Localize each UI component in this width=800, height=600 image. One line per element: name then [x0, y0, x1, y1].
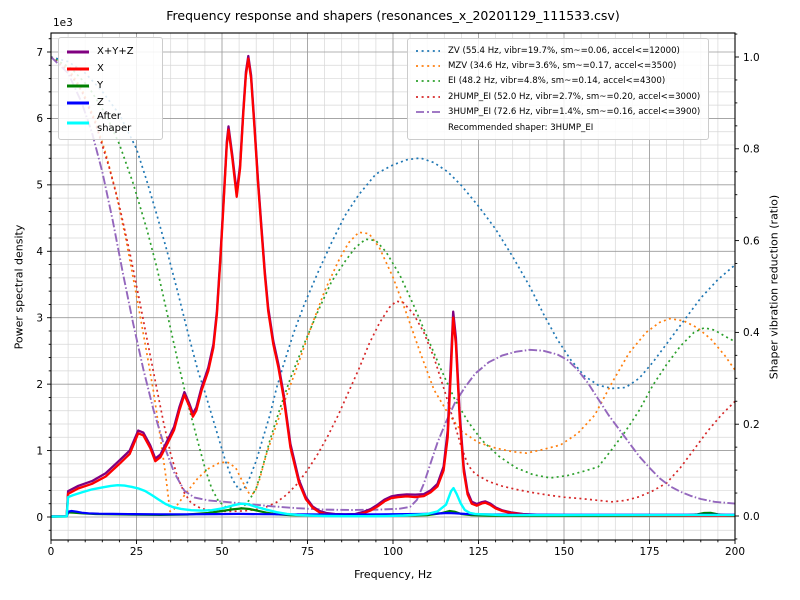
legend-label: MZV (34.6 Hz, vibr=3.6%, sm~=0.17, accel… — [448, 61, 677, 72]
legend-label: After shaper — [97, 111, 132, 134]
legend-item-z: Z — [66, 94, 153, 111]
series-zv — [51, 56, 735, 491]
legend-item-x: X — [66, 60, 153, 77]
x-tick-label: 175 — [639, 546, 659, 558]
series-after-shaper — [51, 484, 735, 518]
x-tick-label: 25 — [130, 546, 143, 558]
legend-label: Z — [97, 96, 104, 108]
y-left-tick-label: 1 — [36, 445, 43, 457]
legend-line-sample — [415, 46, 441, 56]
x-axis-label: Frequency, Hz — [354, 568, 432, 581]
y-left-tick-label: 2 — [36, 379, 43, 391]
series-3hump-ei — [51, 56, 735, 511]
x-tick-label: 75 — [301, 546, 314, 558]
y-left-tick-label: 7 — [36, 47, 43, 59]
series-2hump-ei — [51, 56, 735, 513]
x-tick-label: 125 — [468, 546, 488, 558]
legend-line-sample — [66, 118, 90, 128]
y-left-tick-label: 3 — [36, 313, 43, 325]
legend-item-2hump_ei: 2HUMP_EI (52.0 Hz, vibr=2.7%, sm~=0.20, … — [415, 89, 700, 104]
legend-label: ZV (55.4 Hz, vibr=19.7%, sm~=0.06, accel… — [448, 45, 680, 56]
legend-label: X — [97, 62, 104, 74]
legend-line-sample — [66, 98, 90, 108]
legend-label: 2HUMP_EI (52.0 Hz, vibr=2.7%, sm~=0.20, … — [448, 91, 701, 102]
legend-item-ei: EI (48.2 Hz, vibr=4.8%, sm~=0.14, accel<… — [415, 74, 700, 89]
y-right-tick-label: 0.6 — [743, 235, 760, 247]
legend-line-sample — [66, 47, 90, 57]
y-right-tick-label: 0.0 — [743, 511, 760, 523]
legend-footer-recommended-shaper: Recommended shaper: 3HUMP_EI — [415, 120, 700, 135]
y-axis-offset-label: 1e3 — [53, 17, 73, 29]
shaper-legend: ZV (55.4 Hz, vibr=19.7%, sm~=0.06, accel… — [407, 38, 710, 141]
legend-label: Recommended shaper: 3HUMP_EI — [448, 122, 594, 133]
legend-line-sample — [415, 92, 441, 102]
y-right-tick-label: 0.2 — [743, 419, 760, 431]
y-left-tick-label: 0 — [36, 512, 43, 524]
legend-label: Y — [97, 79, 104, 91]
legend-item-y: Y — [66, 77, 153, 94]
legend-line-sample — [66, 81, 90, 91]
y-right-tick-label: 0.4 — [743, 327, 760, 339]
y-right-tick-label: 0.8 — [743, 144, 760, 156]
x-tick-label: 200 — [725, 546, 745, 558]
x-tick-label: 100 — [383, 546, 403, 558]
x-tick-label: 0 — [48, 546, 55, 558]
series-mzv — [51, 56, 735, 513]
legend-line-sample — [415, 61, 441, 71]
y-left-tick-label: 5 — [36, 180, 43, 192]
legend-line-sample — [66, 64, 90, 74]
x-tick-label: 50 — [215, 546, 228, 558]
legend-item-after: After shaper — [66, 111, 153, 134]
x-tick-label: 150 — [554, 546, 574, 558]
legend-label: EI (48.2 Hz, vibr=4.8%, sm~=0.14, accel<… — [448, 76, 666, 87]
legend-item-3hump_ei: 3HUMP_EI (72.6 Hz, vibr=1.4%, sm~=0.16, … — [415, 105, 700, 120]
y-left-tick-label: 4 — [36, 246, 43, 258]
legend-line-sample — [415, 107, 441, 117]
legend-item-mzv: MZV (34.6 Hz, vibr=3.6%, sm~=0.17, accel… — [415, 58, 700, 73]
psd-legend: X+Y+Z X Y Z After shaper — [58, 37, 163, 140]
series-ei — [51, 56, 735, 510]
legend-label: X+Y+Z — [97, 45, 134, 57]
y-axis-label-right: Shaper vibration reduction (ratio) — [767, 194, 781, 380]
chart-title: Frequency response and shapers (resonanc… — [166, 8, 620, 23]
y-axis-label-left: Power spectral density — [12, 224, 26, 350]
series-x — [51, 57, 735, 518]
y-left-tick-label: 6 — [36, 113, 43, 125]
y-right-tick-label: 1.0 — [743, 52, 760, 64]
legend-label: 3HUMP_EI (72.6 Hz, vibr=1.4%, sm~=0.16, … — [448, 107, 701, 118]
legend-line-sample — [415, 76, 441, 86]
legend-item-zv: ZV (55.4 Hz, vibr=19.7%, sm~=0.06, accel… — [415, 43, 700, 58]
legend-item-x+y+z: X+Y+Z — [66, 43, 153, 60]
